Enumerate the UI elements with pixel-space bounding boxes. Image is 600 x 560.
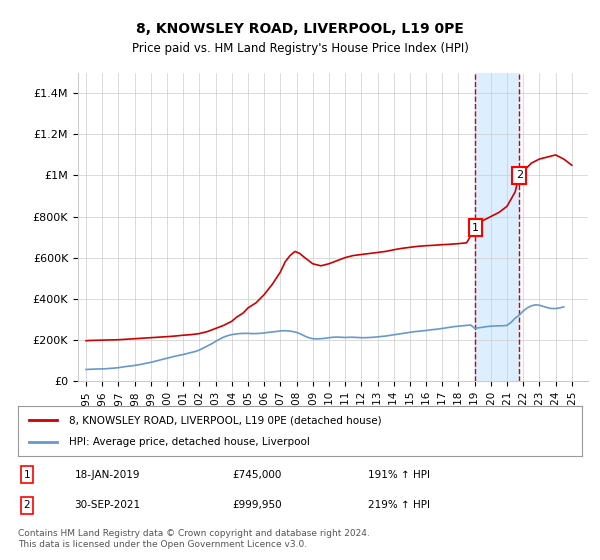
Text: HPI: Average price, detached house, Liverpool: HPI: Average price, detached house, Live… — [69, 437, 310, 447]
Text: £745,000: £745,000 — [232, 470, 281, 479]
Text: £999,950: £999,950 — [232, 501, 282, 510]
Text: 8, KNOWSLEY ROAD, LIVERPOOL, L19 0PE: 8, KNOWSLEY ROAD, LIVERPOOL, L19 0PE — [136, 22, 464, 36]
Text: 191% ↑ HPI: 191% ↑ HPI — [368, 470, 430, 479]
Text: 2: 2 — [515, 170, 523, 180]
Text: Price paid vs. HM Land Registry's House Price Index (HPI): Price paid vs. HM Land Registry's House … — [131, 42, 469, 55]
Text: 2: 2 — [23, 501, 30, 510]
Text: 8, KNOWSLEY ROAD, LIVERPOOL, L19 0PE (detached house): 8, KNOWSLEY ROAD, LIVERPOOL, L19 0PE (de… — [69, 415, 382, 425]
Text: 219% ↑ HPI: 219% ↑ HPI — [368, 501, 430, 510]
Text: 18-JAN-2019: 18-JAN-2019 — [74, 470, 140, 479]
Text: 30-SEP-2021: 30-SEP-2021 — [74, 501, 140, 510]
Text: Contains HM Land Registry data © Crown copyright and database right 2024.
This d: Contains HM Land Registry data © Crown c… — [18, 529, 370, 549]
Bar — [475, 73, 519, 381]
Text: 1: 1 — [472, 223, 479, 233]
Text: 1: 1 — [23, 470, 30, 479]
